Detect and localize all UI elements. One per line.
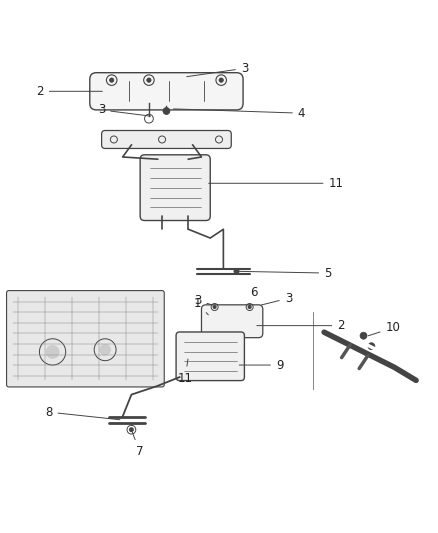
Circle shape — [46, 345, 59, 359]
Text: 11: 11 — [178, 359, 193, 385]
FancyBboxPatch shape — [90, 72, 243, 110]
Circle shape — [234, 269, 239, 274]
FancyBboxPatch shape — [140, 155, 210, 221]
FancyBboxPatch shape — [102, 131, 231, 149]
FancyBboxPatch shape — [201, 305, 263, 338]
Text: 9: 9 — [239, 359, 283, 372]
Text: 6: 6 — [250, 286, 257, 306]
Text: 2: 2 — [257, 319, 345, 332]
Circle shape — [213, 306, 216, 308]
Text: 3: 3 — [187, 62, 248, 77]
Text: 5: 5 — [239, 266, 332, 280]
Text: 2: 2 — [36, 85, 102, 98]
FancyBboxPatch shape — [7, 290, 164, 387]
Text: 8: 8 — [45, 406, 120, 419]
Circle shape — [147, 78, 151, 82]
Circle shape — [130, 428, 133, 431]
Text: 3: 3 — [261, 292, 292, 305]
Circle shape — [110, 78, 114, 82]
Circle shape — [219, 78, 223, 82]
Text: 10: 10 — [368, 321, 400, 336]
FancyBboxPatch shape — [176, 332, 244, 381]
Circle shape — [163, 108, 170, 115]
Circle shape — [368, 343, 375, 350]
Text: 1: 1 — [194, 297, 208, 315]
Text: 3: 3 — [194, 294, 212, 307]
Text: 7: 7 — [132, 432, 143, 458]
Circle shape — [360, 332, 367, 339]
Text: 11: 11 — [208, 177, 343, 190]
Circle shape — [248, 306, 251, 308]
Circle shape — [99, 344, 110, 355]
Text: 4: 4 — [173, 107, 305, 120]
Text: 3: 3 — [98, 103, 151, 116]
